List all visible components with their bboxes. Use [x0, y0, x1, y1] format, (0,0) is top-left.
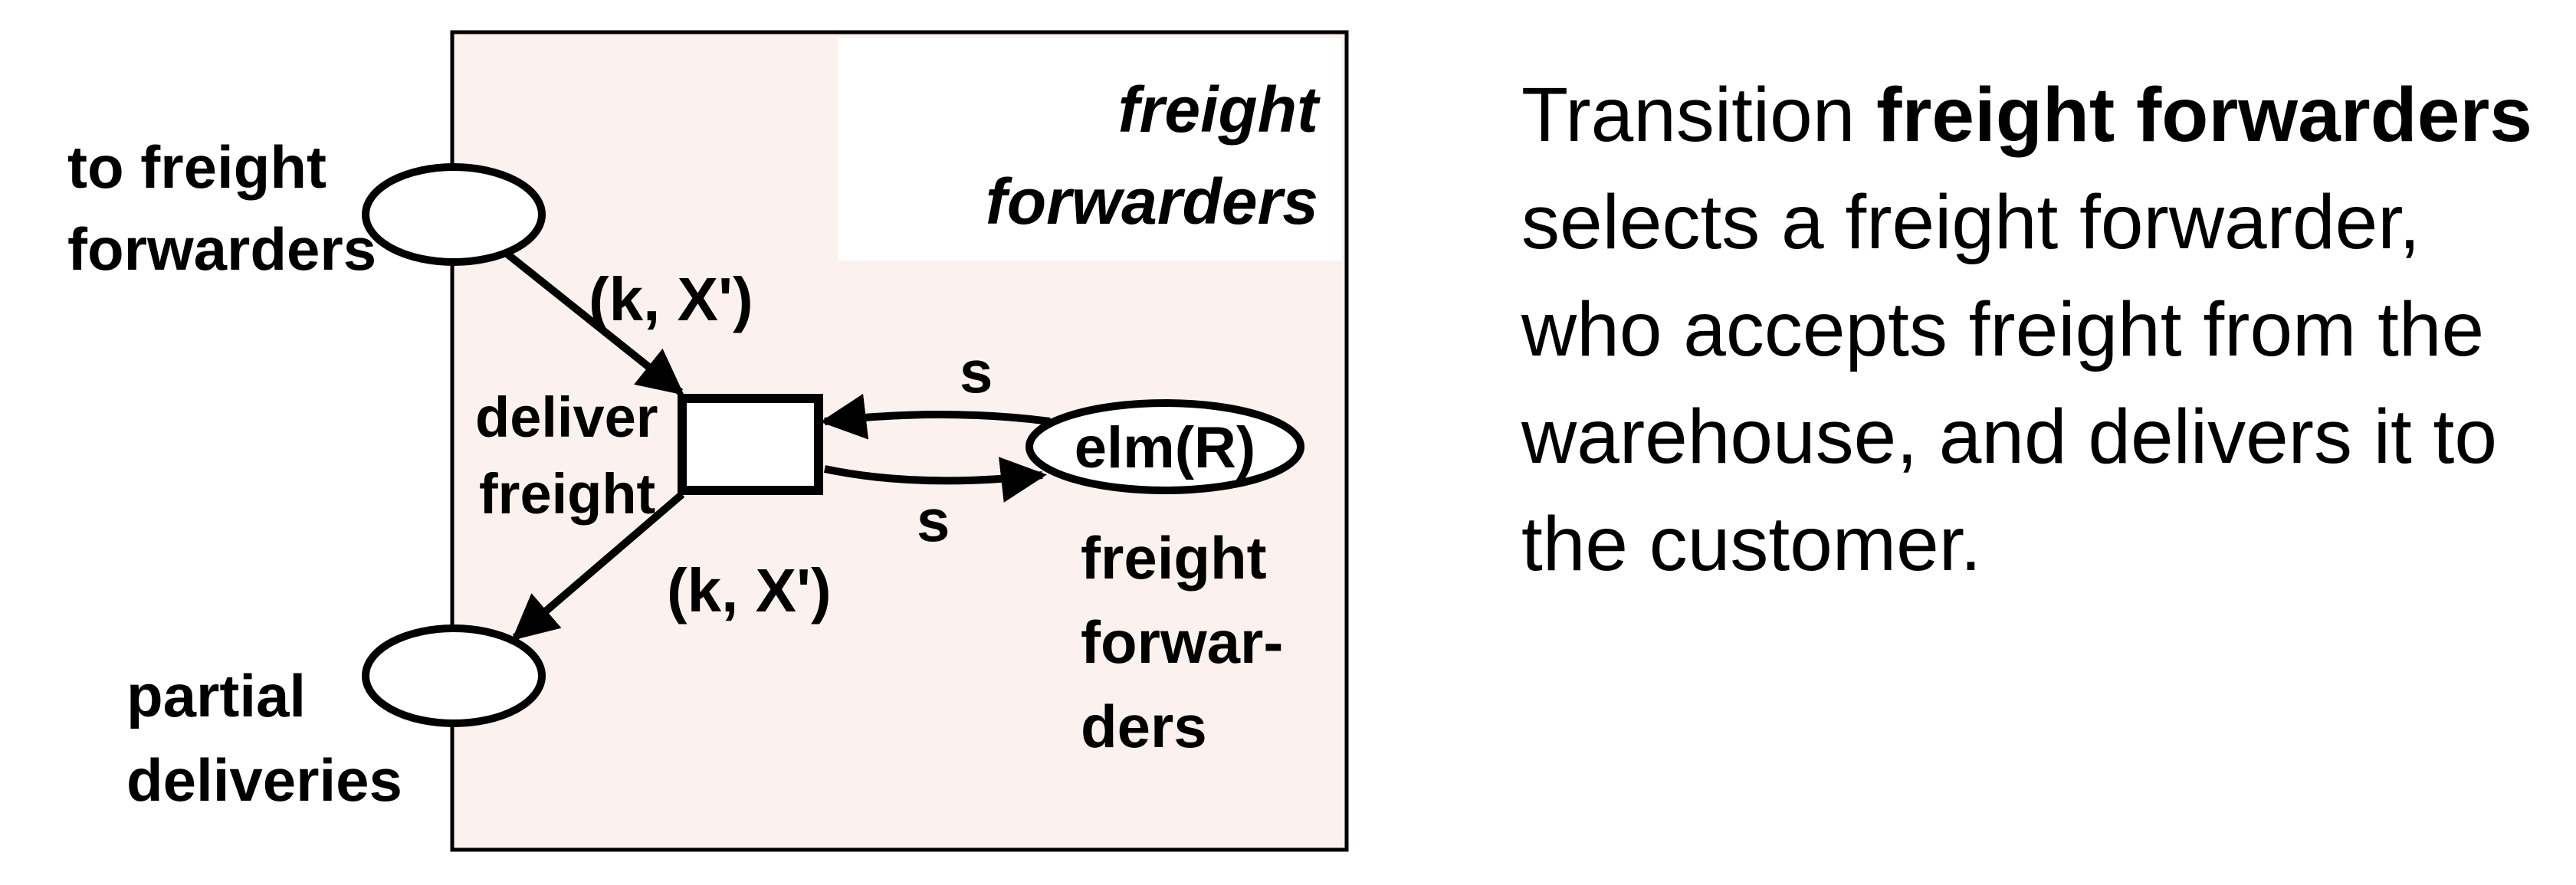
description-prefix: Transition: [1521, 72, 1877, 158]
module-title-line2: forwarders: [986, 166, 1318, 238]
place-partial-deliveries-label-line1: partial: [126, 662, 306, 729]
place-to-freight-forwarders-label-line2: forwarders: [67, 215, 376, 283]
arc-loop-bottom: [823, 457, 1047, 503]
place-freight-forwarders-token: elm(R): [1075, 415, 1255, 480]
description-bold-term: freight forwarders: [1876, 72, 2532, 158]
place-freight-forwarders-label-line1: freight: [1081, 524, 1267, 592]
description-suffix: selects a freight forwarder, who accepts…: [1521, 179, 2497, 587]
place-freight-forwarders-label-line2: forwar-: [1081, 608, 1283, 676]
transition-label-line2: freight: [479, 462, 655, 526]
module-title-line1: freight: [1118, 74, 1321, 146]
petri-net-diagram: freight forwarders to freight forwarders…: [67, 30, 1349, 852]
arc-loop-top-label: s: [960, 338, 993, 405]
arc-loop-bottom-label: s: [917, 487, 950, 554]
transition-label-line1: deliver: [475, 385, 658, 449]
transition-deliver-freight[interactable]: [678, 394, 823, 495]
arc-input: [503, 250, 684, 395]
place-to-freight-forwarders[interactable]: [362, 163, 546, 266]
module-title-box: [838, 38, 1342, 261]
arc-loop-top: [820, 393, 1051, 440]
place-partial-deliveries-label-line2: deliveries: [126, 746, 402, 814]
place-to-freight-forwarders-label-line1: to freight: [67, 133, 327, 201]
arc-output-label: (k, X'): [667, 556, 832, 624]
arc-output: [511, 491, 685, 641]
description-text: Transition freight forwarders selects a …: [1521, 61, 2564, 598]
place-freight-forwarders[interactable]: [1025, 399, 1304, 494]
place-partial-deliveries[interactable]: [362, 624, 546, 727]
arc-input-label: (k, X'): [589, 265, 753, 333]
place-freight-forwarders-label-line3: ders: [1081, 693, 1207, 760]
